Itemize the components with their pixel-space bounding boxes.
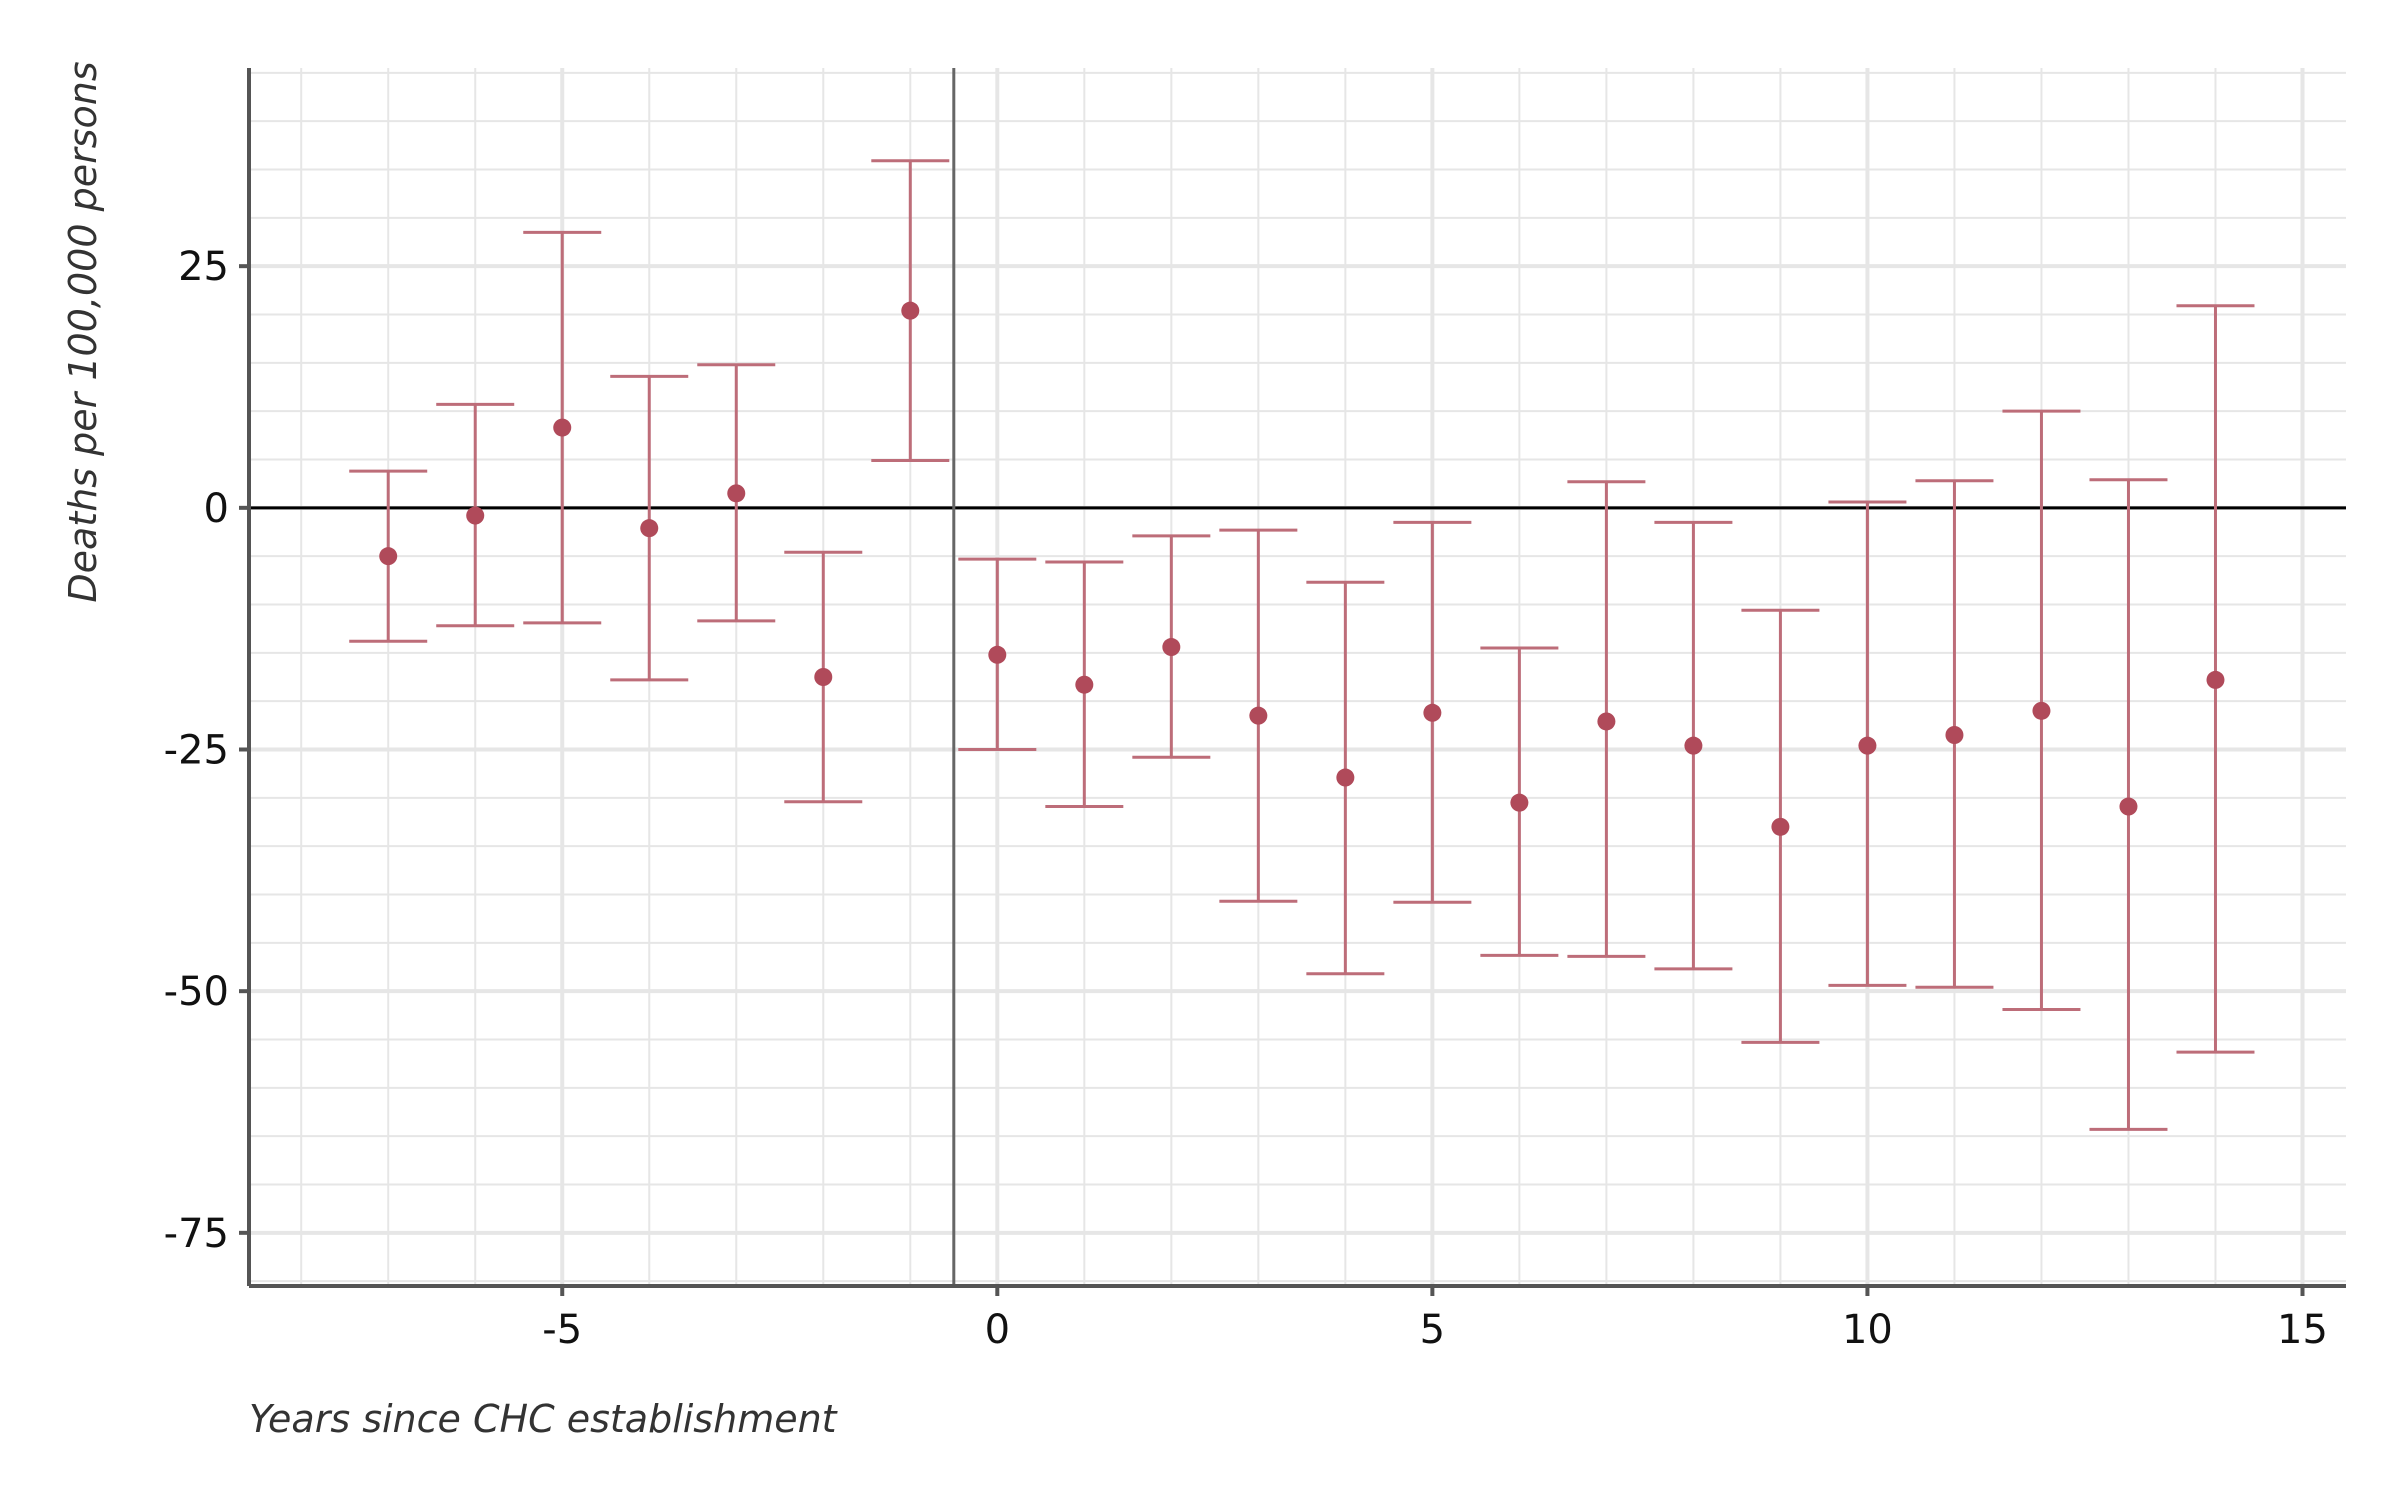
point-estimate — [1684, 736, 1703, 755]
y-tick-label: -25 — [164, 728, 229, 774]
point-estimate — [1597, 712, 1616, 731]
point-estimate — [727, 484, 746, 503]
point-estimate — [988, 645, 1007, 664]
point-estimate — [1336, 768, 1355, 787]
point-estimate — [2206, 670, 2225, 689]
point-estimate — [2119, 797, 2138, 816]
point-estimate — [1423, 703, 1442, 722]
point-estimate — [640, 519, 659, 538]
grid-lines — [249, 68, 2346, 1286]
point-estimates — [379, 301, 2225, 836]
point-estimate — [379, 547, 398, 566]
y-tick-label: -50 — [164, 969, 229, 1015]
point-estimate — [1945, 726, 1964, 744]
y-axis-title: Deaths per 100,000 persons — [61, 61, 105, 602]
point-estimate — [2032, 701, 2051, 720]
axes — [239, 68, 2346, 1296]
x-axis-title: Years since CHC establishment — [249, 1397, 839, 1441]
point-estimate — [1510, 793, 1529, 812]
error-bars — [349, 159, 2255, 1131]
y-tick-label: 0 — [204, 486, 229, 532]
point-estimate — [814, 668, 833, 686]
point-estimate — [553, 418, 572, 437]
y-tick-label: -75 — [164, 1211, 229, 1257]
point-estimate — [466, 506, 485, 525]
x-tick-label: -5 — [542, 1307, 582, 1353]
reference-lines — [249, 68, 2346, 1286]
point-estimate — [1162, 638, 1181, 657]
x-tick-label: 5 — [1420, 1307, 1445, 1353]
x-tick-label: 0 — [985, 1307, 1010, 1353]
x-tick-label: 10 — [1842, 1307, 1893, 1353]
x-tick-label: 15 — [2277, 1307, 2328, 1353]
point-estimate — [901, 301, 920, 320]
point-estimate — [1858, 736, 1877, 755]
y-tick-label: 25 — [178, 244, 229, 290]
point-estimate — [1249, 706, 1268, 725]
point-estimate — [1075, 675, 1094, 694]
point-estimate — [1771, 817, 1790, 836]
